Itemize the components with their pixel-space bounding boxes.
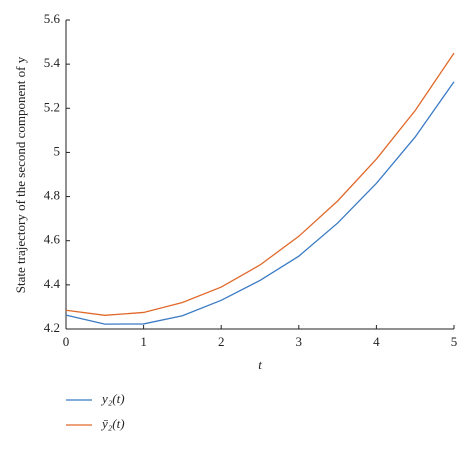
y-tick-label: 5.6 bbox=[44, 11, 61, 26]
x-tick-label: 0 bbox=[63, 334, 70, 349]
legend-label: ȳ₂(t) bbox=[100, 416, 125, 431]
y-tick-label: 5 bbox=[54, 143, 61, 158]
y-tick-label: 4.4 bbox=[44, 276, 61, 291]
y-tick-label: 4.6 bbox=[44, 232, 61, 247]
x-tick-label: 2 bbox=[218, 334, 225, 349]
y-tick-label: 5.2 bbox=[44, 99, 60, 114]
x-tick-label: 4 bbox=[373, 334, 380, 349]
y-tick-label: 5.4 bbox=[44, 55, 61, 70]
y-tick-label: 4.8 bbox=[44, 188, 60, 203]
x-tick-label: 5 bbox=[451, 334, 458, 349]
series-line bbox=[65, 81, 455, 325]
x-tick-label: 1 bbox=[140, 334, 147, 349]
legend-label: y₂(t) bbox=[100, 391, 125, 406]
y-tick-label: 4.2 bbox=[44, 320, 60, 335]
series-line bbox=[65, 52, 455, 316]
x-axis-label: t bbox=[258, 357, 262, 372]
x-tick-label: 3 bbox=[296, 334, 303, 349]
y-axis-label: State trajectory of the second component… bbox=[13, 56, 28, 293]
